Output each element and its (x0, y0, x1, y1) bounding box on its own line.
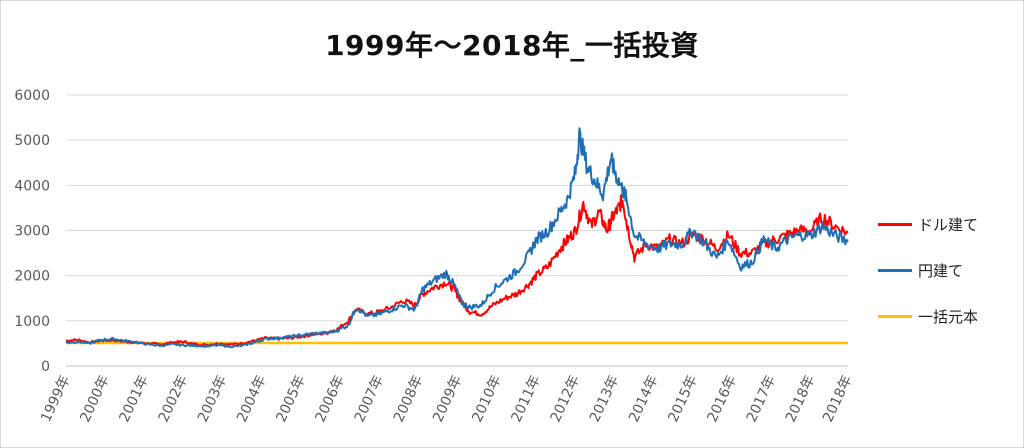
x-tick-label: 2010年 (469, 373, 504, 425)
y-tick-label: 4000 (14, 178, 50, 194)
x-tick-label: 2000年 (77, 373, 112, 425)
y-tick-label: 1000 (14, 314, 50, 330)
legend-item-dollar: ドル建て (878, 213, 978, 235)
series-line-yen (65, 127, 849, 349)
y-tick-label: 6000 (14, 88, 50, 104)
x-tick-label: 2001年 (117, 373, 152, 425)
x-axis-ticks: 1999年 2000年 2001年 2002年 2003年 2004年 2005年 2006年… (38, 373, 855, 425)
x-tick-label: 2008年 (391, 373, 426, 425)
x-tick-label: 2013年 (587, 373, 622, 425)
legend-label-yen: 円建て (918, 261, 964, 280)
x-tick-label: 2015年 (665, 373, 700, 425)
legend-label-principal: 一括元本 (918, 307, 979, 326)
legend-swatch-dollar (878, 222, 912, 226)
legend-item-principal: 一括元本 (878, 305, 978, 327)
x-tick-label: 2012年 (548, 373, 583, 425)
x-tick-label: 2002年 (156, 373, 191, 425)
chart-title: 1999年～2018年_一括投資 (325, 29, 699, 62)
y-tick-label: 0 (41, 359, 50, 375)
y-tick-label: 5000 (14, 133, 50, 149)
legend-swatch-principal (878, 314, 912, 318)
x-tick-label: 2016年 (705, 373, 740, 425)
x-tick-label: 2014年 (626, 373, 661, 425)
x-tick-label: 2011年 (509, 373, 544, 425)
legend-swatch-yen (878, 268, 912, 272)
y-tick-label: 2000 (14, 269, 50, 285)
gridlines (66, 94, 848, 367)
series-lines (65, 127, 849, 349)
x-tick-label: 2005年 (273, 373, 308, 425)
legend-label-dollar: ドル建て (918, 215, 979, 234)
x-tick-label: 2006年 (313, 373, 348, 425)
x-tick-label: 2018年 (783, 373, 818, 425)
x-tick-label: 2009年 (430, 373, 465, 425)
legend-item-yen: 円建て (878, 259, 978, 281)
legend: ドル建て 円建て 一括元本 (878, 213, 978, 351)
x-tick-label: 2004年 (234, 373, 269, 425)
y-axis-ticks: 0 1000 2000 3000 4000 5000 6000 (14, 88, 50, 375)
y-tick-label: 3000 (14, 224, 50, 240)
x-tick-label: 2018年 (820, 373, 855, 425)
x-tick-label: 1999年 (38, 373, 73, 425)
x-tick-label: 2003年 (195, 373, 230, 425)
x-tick-label: 2017年 (744, 373, 779, 425)
series-line-dollar (65, 194, 849, 347)
x-tick-label: 2007年 (352, 373, 387, 425)
